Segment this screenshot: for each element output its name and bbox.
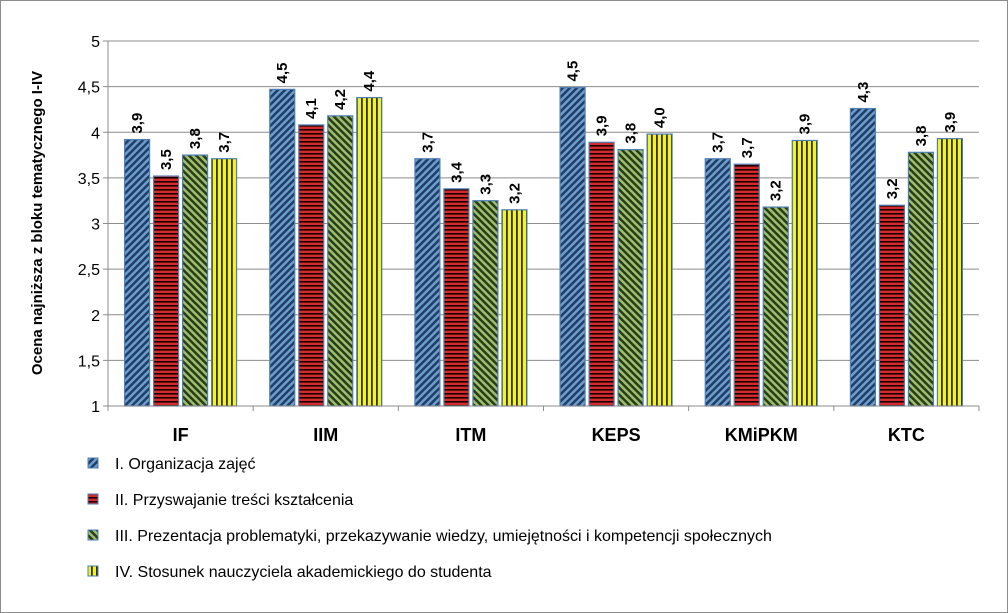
legend-label: III. Prezentacja problematyki, przekazyw… [115,528,772,545]
y-tick-label: 4 [91,125,100,142]
category-label: KMiPKM [725,425,798,445]
data-label: 4,1 [303,98,320,119]
legend-label: I. Organizacja zajęć [115,456,256,473]
data-label: 3,8 [623,123,640,144]
legend-label: IV. Stosunek nauczyciela akademickiego d… [115,564,492,581]
category-labels: IF IIM ITM KEPS KMiPKM KTC [173,425,925,445]
data-label: 3,7 [710,132,727,153]
y-tick-label: 3,5 [78,171,100,188]
data-labels: 3,9 3,5 3,8 3,7 4,5 4,1 4,2 4,4 3,7 3,4 3,3 3,2 4,5 3… [129,61,959,204]
category-label: IIM [313,425,338,445]
data-label: 3,2 [768,180,785,201]
y-tick-label: 2 [91,308,100,325]
data-label: 3,2 [884,178,901,199]
data-label: 3,3 [477,174,494,195]
y-tick-label: 5 [91,34,100,51]
bar [152,175,180,407]
bar [733,163,760,407]
legend-swatch [87,493,99,505]
data-label: 3,2 [506,183,523,204]
bar [123,138,151,407]
bar [907,151,935,407]
bar [269,88,296,407]
data-label: 4,5 [565,61,582,82]
bars [123,86,964,407]
category-label: IF [173,425,189,445]
bar [617,148,644,407]
bar [327,115,354,407]
data-label: 3,5 [158,149,175,170]
data-label: 3,7 [739,137,756,158]
data-label: 3,8 [913,125,930,146]
y-tick-label: 4,5 [78,80,100,97]
axes [107,41,980,411]
data-label: 3,9 [797,114,814,135]
data-label: 3,9 [129,113,146,134]
gridlines [108,40,979,407]
bar [414,158,441,407]
legend-label: II. Przyswajanie treści kształcenia [115,492,353,509]
bar [704,158,731,407]
data-label: 3,7 [419,132,436,153]
y-tick-label: 3 [91,217,100,234]
bar [878,204,906,407]
y-tick-label: 1 [91,399,100,416]
category-label: ITM [455,425,486,445]
data-label: 3,7 [216,132,233,153]
category-label: KEPS [592,425,641,445]
data-label: 3,8 [187,128,204,149]
data-label: 4,2 [332,89,349,110]
bar [181,154,209,407]
data-label: 3,4 [448,161,465,183]
bar [588,141,615,407]
data-label: 4,3 [855,82,872,103]
bar [443,188,470,407]
y-tick-label: 2,5 [78,262,100,279]
data-label: 4,4 [361,70,378,92]
bar [936,138,964,407]
bar [849,107,877,407]
bar [501,209,528,407]
bar [559,86,586,407]
bar [646,133,673,407]
data-label: 4,0 [652,107,669,128]
y-tick-label: 1,5 [78,353,100,370]
bar [472,200,499,407]
bar [356,96,383,407]
y-axis-ticks: 1 1,5 2 2,5 3 3,5 4 4,5 5 [78,34,108,416]
bar [791,139,818,407]
legend-swatch [87,565,99,577]
bar [210,158,238,407]
category-label: KTC [888,425,925,445]
bar [762,206,789,407]
legend-swatch [87,457,99,469]
bar [298,124,325,407]
data-label: 4,5 [274,63,291,84]
data-label: 3,9 [594,115,611,136]
data-label: 3,9 [942,112,959,133]
legend-swatch [87,529,99,541]
y-axis-label: Ocena najniższa z bloku tematycznego I-I… [29,71,46,375]
legend: I. Organizacja zajęć II. Przyswajanie tre… [87,456,772,581]
